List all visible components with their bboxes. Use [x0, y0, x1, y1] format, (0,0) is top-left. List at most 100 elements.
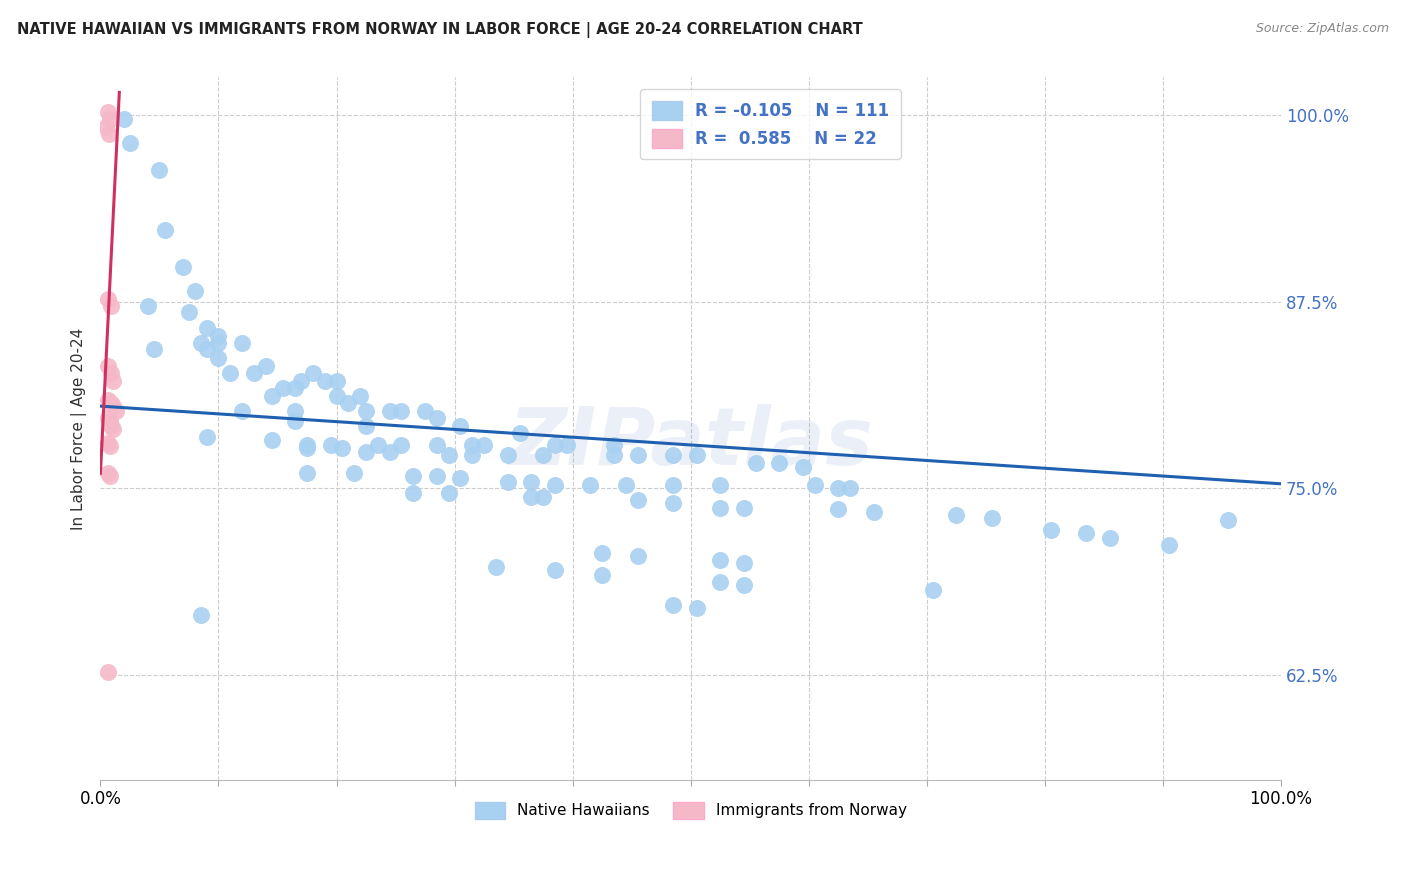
Point [260, 389, 283, 403]
Point [207, 336, 229, 351]
Point [184, 284, 207, 298]
Point [496, 449, 519, 463]
Text: NATIVE HAWAIIAN VS IMMIGRANTS FROM NORWAY IN LABOR FORCE | AGE 20-24 CORRELATION: NATIVE HAWAIIAN VS IMMIGRANTS FROM NORWA… [17, 22, 863, 38]
Point [544, 438, 567, 452]
Point [103, 374, 125, 388]
Point [302, 366, 325, 380]
Point [207, 351, 229, 366]
Point [103, 399, 125, 413]
Point [1157, 538, 1180, 552]
Point [314, 374, 336, 388]
Point [96, 393, 118, 408]
Point [98, 469, 121, 483]
Point [96, 467, 118, 481]
Point [112, 112, 135, 127]
Point [96, 292, 118, 306]
Point [603, 449, 626, 463]
Point [839, 481, 862, 495]
Point [709, 553, 731, 567]
Point [96, 665, 118, 679]
Point [391, 403, 413, 417]
Point [520, 490, 543, 504]
Point [614, 478, 637, 492]
Text: Source: ZipAtlas.com: Source: ZipAtlas.com [1256, 22, 1389, 36]
Point [97, 127, 120, 141]
Point [195, 430, 218, 444]
Point [391, 438, 413, 452]
Point [531, 490, 554, 504]
Point [284, 381, 307, 395]
Point [544, 478, 567, 492]
Point [273, 381, 295, 395]
Point [862, 505, 884, 519]
Point [662, 449, 685, 463]
Point [450, 418, 472, 433]
Point [343, 467, 366, 481]
Point [827, 481, 849, 495]
Point [685, 449, 707, 463]
Point [461, 438, 484, 452]
Point [733, 556, 755, 570]
Point [332, 441, 354, 455]
Point [402, 485, 425, 500]
Point [626, 549, 648, 563]
Point [945, 508, 967, 523]
Point [378, 403, 401, 417]
Point [98, 440, 121, 454]
Point [709, 575, 731, 590]
Point [579, 478, 602, 492]
Point [103, 421, 125, 435]
Point [100, 366, 122, 380]
Point [662, 496, 685, 510]
Point [177, 305, 200, 319]
Point [207, 329, 229, 343]
Point [104, 403, 127, 417]
Point [733, 500, 755, 515]
Point [1098, 531, 1121, 545]
Point [792, 460, 814, 475]
Point [744, 456, 766, 470]
Point [450, 471, 472, 485]
Point [96, 104, 118, 119]
Point [1039, 523, 1062, 537]
Point [337, 396, 360, 410]
Point [100, 396, 122, 410]
Point [195, 321, 218, 335]
Point [685, 600, 707, 615]
Point [98, 414, 121, 428]
Point [354, 445, 377, 459]
Point [96, 120, 118, 134]
Point [295, 438, 318, 452]
Point [325, 374, 347, 388]
Point [626, 493, 648, 508]
Point [709, 500, 731, 515]
Point [662, 478, 685, 492]
Point [437, 449, 460, 463]
Point [509, 425, 531, 440]
Point [378, 445, 401, 459]
Point [118, 136, 141, 151]
Point [136, 299, 159, 313]
Point [260, 434, 283, 448]
Point [190, 336, 212, 351]
Point [426, 469, 449, 483]
Point [190, 608, 212, 623]
Point [426, 438, 449, 452]
Point [284, 414, 307, 428]
Point [96, 436, 118, 450]
Point [349, 389, 371, 403]
Point [219, 366, 242, 380]
Point [96, 411, 118, 425]
Point [555, 438, 578, 452]
Point [195, 343, 218, 357]
Point [367, 438, 389, 452]
Point [231, 336, 253, 351]
Point [496, 475, 519, 490]
Point [803, 478, 825, 492]
Point [531, 449, 554, 463]
Point [591, 545, 613, 559]
Point [319, 438, 342, 452]
Point [142, 343, 165, 357]
Point [827, 502, 849, 516]
Point [437, 485, 460, 500]
